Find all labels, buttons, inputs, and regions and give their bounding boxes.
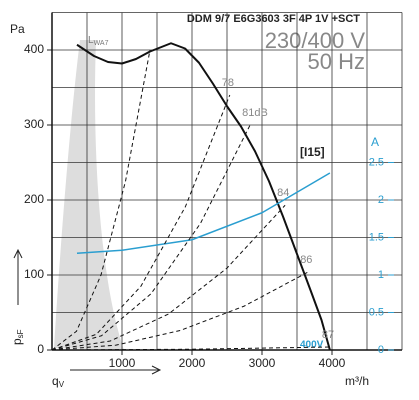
system-curve bbox=[51, 49, 151, 351]
y2-tick-label: 2.5 bbox=[369, 156, 384, 168]
x-tick-label: 3000 bbox=[249, 356, 276, 370]
y-arrow bbox=[13, 248, 23, 305]
curve-label: 78 bbox=[222, 77, 234, 89]
x-tick-label: 1000 bbox=[109, 356, 136, 370]
y-tick-label: 400 bbox=[24, 42, 44, 56]
curve-label: 84 bbox=[277, 187, 289, 199]
sound-label-main: L bbox=[88, 35, 94, 46]
system-curve bbox=[51, 124, 251, 351]
series-line bbox=[76, 42, 331, 351]
y2-tick-label: 1 bbox=[378, 269, 384, 281]
y-tick-label: 300 bbox=[24, 117, 44, 131]
y2-tick-label: 0 bbox=[378, 344, 384, 356]
system-curve bbox=[51, 204, 286, 351]
curve-label: 86 bbox=[300, 254, 312, 266]
current-label: 400V bbox=[300, 340, 324, 351]
x-label-sub: V bbox=[59, 380, 65, 389]
sound-label: LWA7 bbox=[88, 35, 109, 47]
y-unit: Pa bbox=[10, 22, 25, 36]
chart-title: DDM 9/7 E6G3603 3F 4P 1V +SCT bbox=[187, 13, 360, 25]
curve-label: 87 bbox=[322, 329, 334, 341]
y-label-sub: sF bbox=[16, 329, 25, 338]
y-tick-label: 0 bbox=[37, 342, 44, 356]
voltage: 230/400 V bbox=[265, 28, 366, 53]
frequency: 50 Hz bbox=[308, 49, 365, 74]
system-curve bbox=[51, 94, 231, 351]
sound-label-sub: WA7 bbox=[94, 40, 109, 47]
y2-unit: A bbox=[371, 135, 379, 149]
system-curve bbox=[51, 346, 330, 351]
x-axis-label: qV bbox=[52, 374, 65, 389]
curve-id: [I15] bbox=[300, 145, 325, 159]
x-unit: m³/h bbox=[345, 374, 369, 388]
series-line bbox=[76, 172, 331, 254]
y2-tick-label: 1.5 bbox=[369, 231, 384, 243]
curve-label: 81dB bbox=[242, 107, 268, 119]
y2-tick-label: 2 bbox=[378, 194, 384, 206]
x-label-main: q bbox=[52, 374, 59, 388]
y-axis-label: psF bbox=[10, 329, 25, 345]
y-label-main: p bbox=[10, 338, 24, 345]
x-tick-label: 4000 bbox=[319, 356, 346, 370]
y-tick-label: 200 bbox=[24, 192, 44, 206]
y-tick-label: 100 bbox=[24, 267, 44, 281]
y2-tick-label: 0.5 bbox=[369, 306, 384, 318]
x-tick-label: 2000 bbox=[179, 356, 206, 370]
x-arrow bbox=[70, 365, 162, 375]
sound-area bbox=[54, 40, 124, 350]
system-curve bbox=[51, 271, 309, 351]
